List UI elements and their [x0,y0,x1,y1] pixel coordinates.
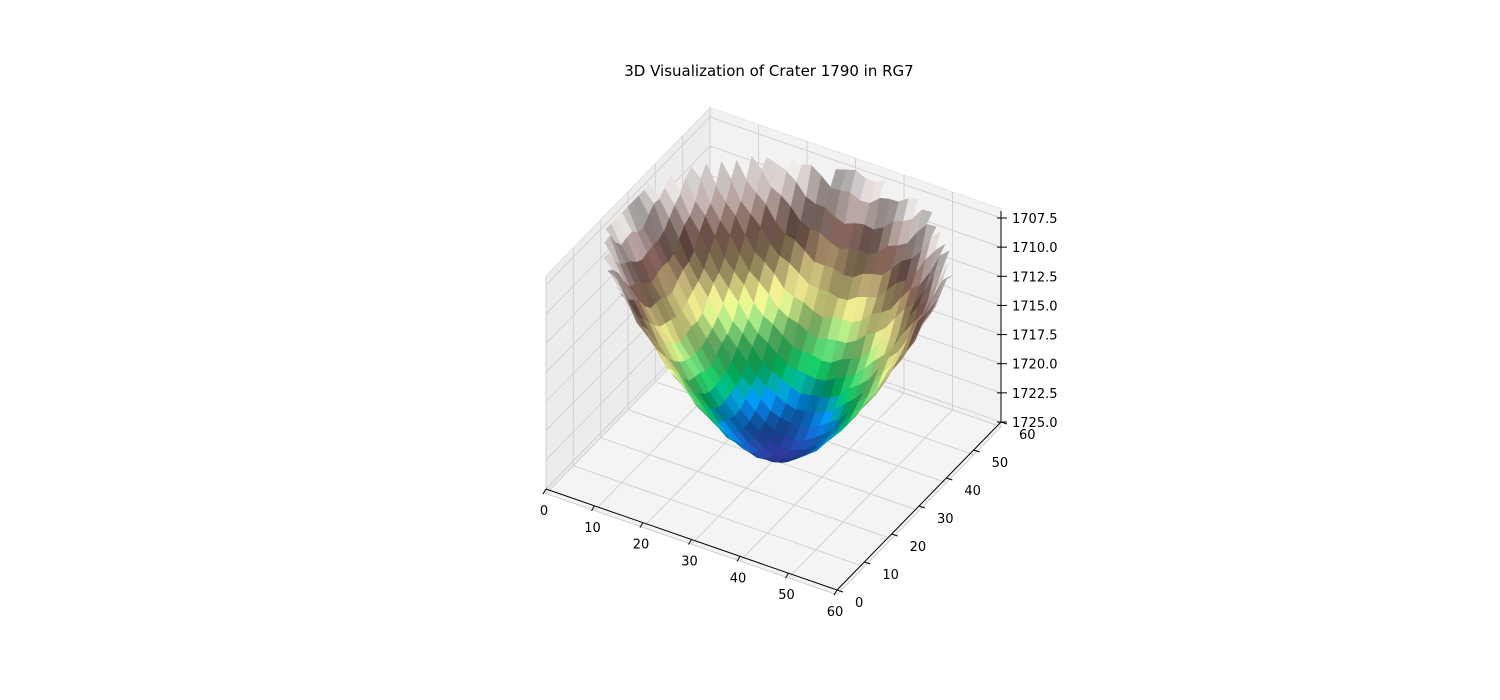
y-tick-mark [864,561,871,565]
y-tick-mark [836,589,844,593]
x-tick-mark [785,572,789,579]
y-tick-label: 40 [964,484,981,499]
z-tick-label: 1725.0 [1012,416,1058,431]
surface-facet [664,173,681,205]
axes-ticks: 0 10 20 30 40 50 60 0 10 20 30 40 50 60 1707.5 1710.0 17… [540,211,1058,620]
grid-line-y [572,247,865,568]
x-tick-label: 10 [584,521,601,536]
surface-facet [786,160,802,182]
surface-facet [644,183,661,204]
chart-title: 3D Visualization of Crater 1790 in RG7 [624,62,913,80]
x-tick-mark [833,589,838,596]
surface-facet [715,160,732,203]
z-tick-label: 1715.0 [1012,299,1058,314]
grid-line-z [545,116,1002,286]
z-tick-label: 1712.5 [1012,270,1058,285]
y-tick-mark [918,505,926,509]
grid-line-y [545,275,838,596]
y-tick-mark [973,449,980,453]
y-tick-label: 30 [937,512,954,527]
x-tick-mark [542,488,547,495]
crater-surface [603,155,954,463]
x-tick-label: 20 [633,538,650,553]
x-tick-label: 60 [827,605,844,620]
x-tick-mark [591,505,595,512]
z-tick-label: 1720.0 [1012,358,1058,373]
x-tick-mark [736,556,741,562]
z-tick-label: 1722.5 [1012,387,1058,402]
surface-facet [761,157,778,188]
z-tick-label: 1710.0 [1012,241,1058,256]
surface-facet [700,162,717,204]
y-tick-label: 10 [882,568,899,583]
surface-facet [685,166,702,202]
grid-line-y [600,219,892,540]
x-tick-label: 50 [778,588,795,603]
y-tick-label: 0 [855,596,863,611]
x-tick-mark [688,539,692,545]
x-tick-mark [639,522,644,528]
x-tick-label: 0 [540,504,548,519]
y-tick-label: 50 [992,456,1009,471]
y-tick-label: 20 [910,540,927,555]
z-tick-label: 1707.5 [1012,212,1058,227]
y-tick-mark [946,477,953,481]
x-tick-label: 40 [730,571,747,586]
surface-facet [830,169,847,191]
y-tick-mark [891,533,898,537]
z-tick-label: 1717.5 [1012,329,1058,344]
x-tick-label: 30 [681,555,698,570]
y-tick-label: 60 [1019,428,1036,443]
